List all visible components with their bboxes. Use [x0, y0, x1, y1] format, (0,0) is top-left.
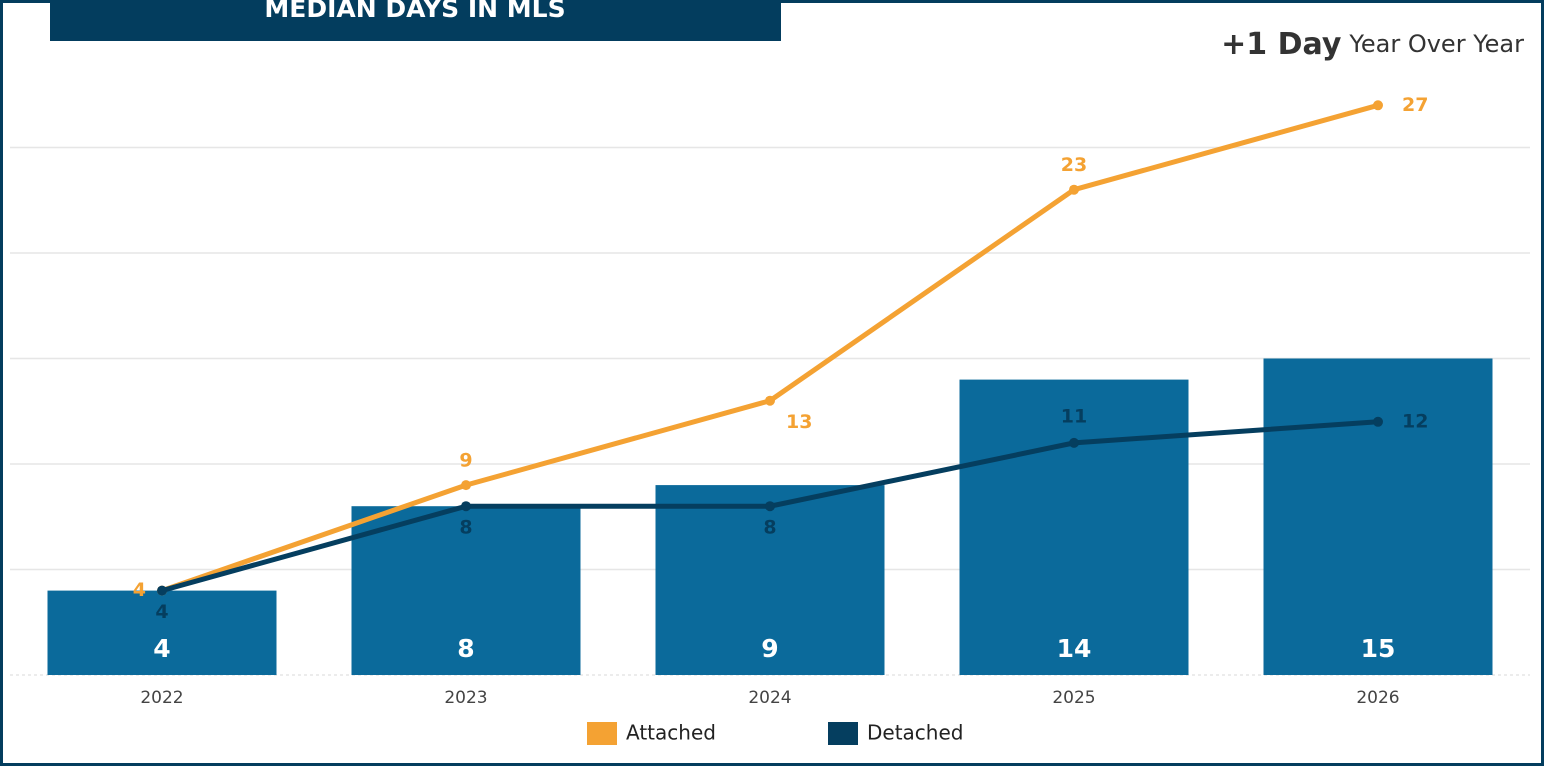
bar [655, 485, 885, 675]
line-value-label: 23 [1061, 154, 1087, 176]
line-value-label: 8 [459, 517, 472, 539]
line-value-label: 8 [763, 517, 776, 539]
marker [1373, 416, 1383, 427]
legend-swatch [587, 722, 617, 745]
x-tick-label: 2026 [1356, 688, 1399, 708]
bar [47, 590, 277, 675]
line-value-label: 9 [459, 450, 472, 472]
marker [1069, 184, 1079, 195]
line-value-label: 27 [1402, 94, 1428, 116]
legend-swatch [828, 722, 858, 745]
bar-value-label: 15 [1361, 634, 1396, 663]
line-value-label: 13 [786, 411, 812, 433]
legend-label: Detached [867, 721, 963, 745]
bar [351, 506, 581, 675]
chart-title: MEDIAN DAYS IN MLS [264, 0, 565, 23]
marker [461, 480, 471, 491]
bar [1263, 358, 1493, 675]
marker [157, 585, 167, 596]
bar [959, 379, 1189, 675]
x-tick-label: 2025 [1052, 688, 1095, 708]
bar-value-label: 4 [153, 634, 170, 663]
line-value-label: 11 [1061, 405, 1087, 427]
x-tick-label: 2024 [748, 688, 791, 708]
bar-value-label: 9 [761, 634, 778, 663]
x-tick-label: 2023 [444, 688, 487, 708]
annotation-text: Year Over Year [1348, 30, 1524, 58]
x-tick-label: 2022 [140, 688, 183, 708]
bar-value-label: 8 [457, 634, 474, 663]
marker [461, 501, 471, 512]
title-box [50, 0, 781, 41]
line-value-label: 4 [155, 601, 168, 623]
marker [765, 501, 775, 512]
marker [765, 395, 775, 406]
marker [1069, 437, 1079, 448]
bar-value-label: 14 [1057, 634, 1092, 663]
line-value-label: 12 [1402, 410, 1428, 432]
marker [1373, 100, 1383, 111]
line-value-label: 4 [133, 579, 146, 601]
annotation-value: +1 Day [1221, 27, 1342, 62]
legend-label: Attached [626, 721, 716, 745]
annotation: +1 Day Year Over Year [1221, 27, 1524, 62]
